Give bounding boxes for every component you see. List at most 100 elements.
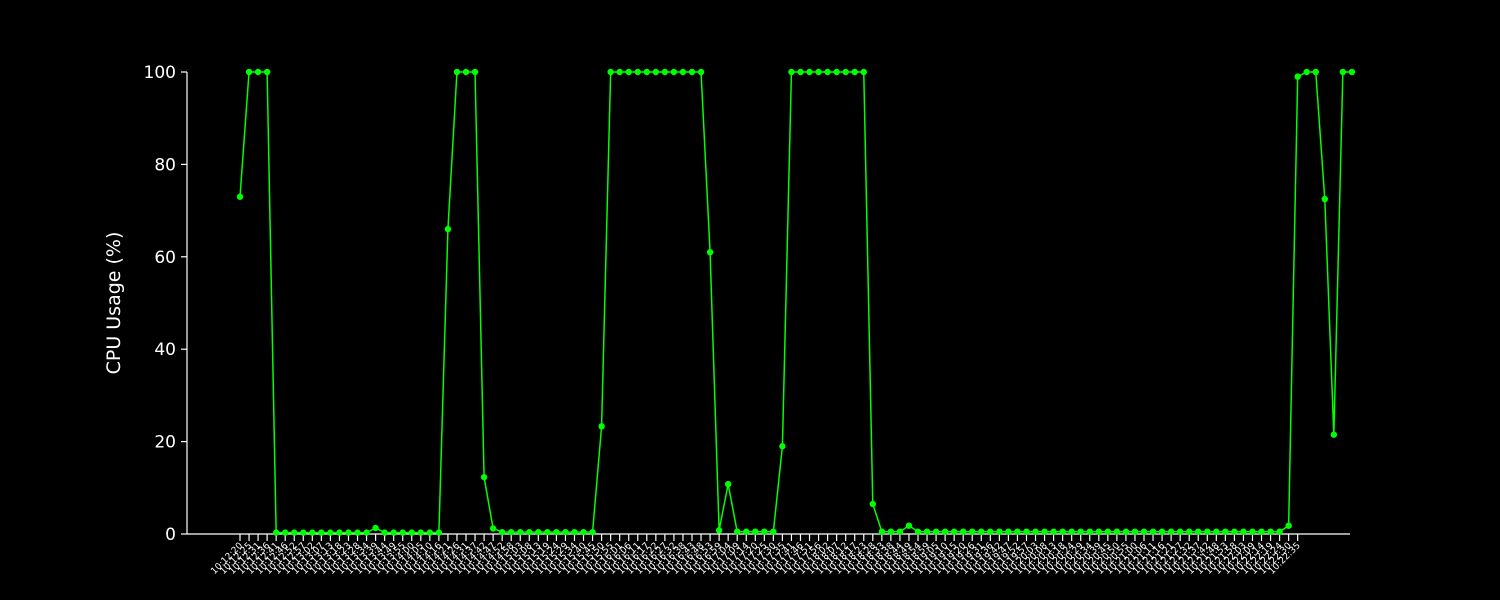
data-point xyxy=(498,528,506,536)
data-point xyxy=(1240,528,1247,535)
data-point xyxy=(1104,528,1112,535)
data-point xyxy=(887,528,895,535)
data-point xyxy=(679,68,687,76)
data-point xyxy=(914,528,922,535)
data-point xyxy=(598,423,605,430)
data-point xyxy=(318,529,325,536)
data-point xyxy=(860,68,867,76)
data-point xyxy=(327,529,334,536)
data-point xyxy=(896,528,904,535)
data-point xyxy=(1068,528,1075,535)
data-point xyxy=(462,68,470,76)
data-point xyxy=(1149,528,1157,535)
data-point xyxy=(833,68,840,76)
data-point xyxy=(869,500,876,508)
data-point xyxy=(643,68,650,76)
data-point xyxy=(309,529,316,536)
data-point xyxy=(336,529,343,536)
data-point xyxy=(950,528,958,535)
data-point xyxy=(245,68,253,76)
data-point xyxy=(1041,528,1048,535)
data-point xyxy=(390,529,397,536)
data-point xyxy=(779,443,786,450)
data-point xyxy=(715,527,723,534)
data-point xyxy=(471,68,479,76)
data-point xyxy=(724,480,732,488)
data-point xyxy=(1158,528,1166,535)
data-point xyxy=(417,529,424,536)
data-point xyxy=(905,522,913,529)
data-point xyxy=(923,528,931,535)
data-point xyxy=(1014,528,1021,535)
data-point xyxy=(399,529,406,536)
data-point xyxy=(797,68,804,76)
data-point xyxy=(589,528,596,536)
data-point xyxy=(670,68,678,76)
data-point xyxy=(878,528,886,535)
data-point xyxy=(345,529,352,536)
data-point xyxy=(517,528,524,536)
data-point xyxy=(607,68,614,76)
data-point xyxy=(544,528,551,536)
y-tick-label: 100 xyxy=(144,63,176,83)
data-point xyxy=(1303,68,1310,76)
data-point xyxy=(282,529,289,536)
data-point xyxy=(1222,528,1229,535)
data-point xyxy=(535,528,542,536)
data-point xyxy=(1023,528,1030,535)
data-point xyxy=(1285,522,1292,529)
data-point xyxy=(634,68,641,76)
data-point xyxy=(788,68,795,76)
data-point xyxy=(1249,528,1256,535)
data-point xyxy=(625,68,632,76)
data-point xyxy=(1032,528,1039,535)
y-tick-label: 60 xyxy=(154,248,176,268)
data-point xyxy=(1131,528,1139,535)
data-point xyxy=(932,528,940,535)
data-point xyxy=(652,68,660,76)
data-point xyxy=(453,68,461,76)
data-point xyxy=(1050,528,1057,535)
data-point xyxy=(851,68,858,76)
data-point xyxy=(1348,68,1356,76)
y-tick-label: 80 xyxy=(154,155,176,175)
data-point xyxy=(978,528,985,535)
data-point xyxy=(1195,528,1202,535)
data-point xyxy=(1258,528,1265,535)
data-point xyxy=(363,529,370,536)
data-point xyxy=(996,528,1003,535)
data-point xyxy=(743,528,750,535)
data-point xyxy=(806,68,813,76)
data-point xyxy=(1330,431,1338,438)
data-point xyxy=(272,529,280,536)
data-point xyxy=(761,528,768,535)
data-point xyxy=(697,68,705,76)
data-point xyxy=(1122,528,1130,535)
data-point xyxy=(1140,528,1148,535)
data-point xyxy=(734,528,741,535)
data-point xyxy=(1005,528,1012,535)
data-point xyxy=(1204,528,1211,535)
data-point xyxy=(354,529,361,536)
data-point xyxy=(1339,68,1347,76)
data-point xyxy=(960,528,967,535)
data-point xyxy=(300,529,307,536)
data-point xyxy=(824,68,831,76)
data-point xyxy=(1167,528,1175,535)
data-point xyxy=(553,528,560,536)
data-point xyxy=(508,528,515,536)
data-point xyxy=(254,68,262,76)
data-point xyxy=(571,528,578,536)
y-axis-label: CPU Usage (%) xyxy=(103,232,125,375)
data-point xyxy=(1321,195,1329,203)
series-line xyxy=(239,71,1352,534)
data-point xyxy=(381,529,388,536)
data-point xyxy=(1294,73,1301,80)
data-point xyxy=(770,528,777,535)
data-point xyxy=(1213,528,1220,535)
data-point xyxy=(1231,528,1238,535)
data-point xyxy=(1059,528,1066,535)
data-point xyxy=(580,528,587,536)
data-point xyxy=(291,529,298,536)
